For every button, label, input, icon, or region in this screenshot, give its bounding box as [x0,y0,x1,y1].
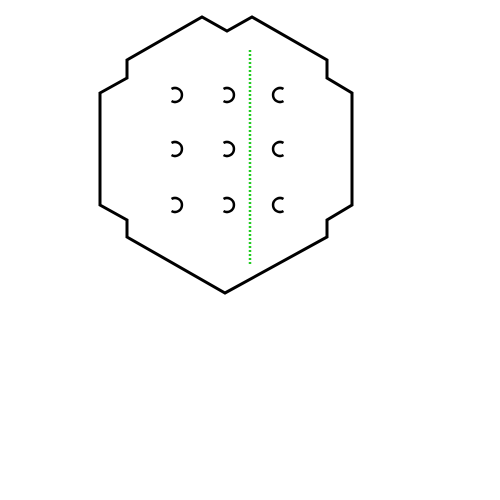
hole-r1-c3 [271,86,285,104]
hole-r3-c3 [271,196,285,214]
punched-holes [170,86,285,214]
hole-r2-c1 [170,140,184,158]
paper-outline [98,15,354,295]
hole-r1-c1 [170,86,184,104]
hole-r2-c3 [271,140,285,158]
hole-r1-c2 [222,86,236,104]
hole-r3-c2 [222,196,236,214]
hole-r2-c2 [222,140,236,158]
hole-r3-c1 [170,196,184,214]
